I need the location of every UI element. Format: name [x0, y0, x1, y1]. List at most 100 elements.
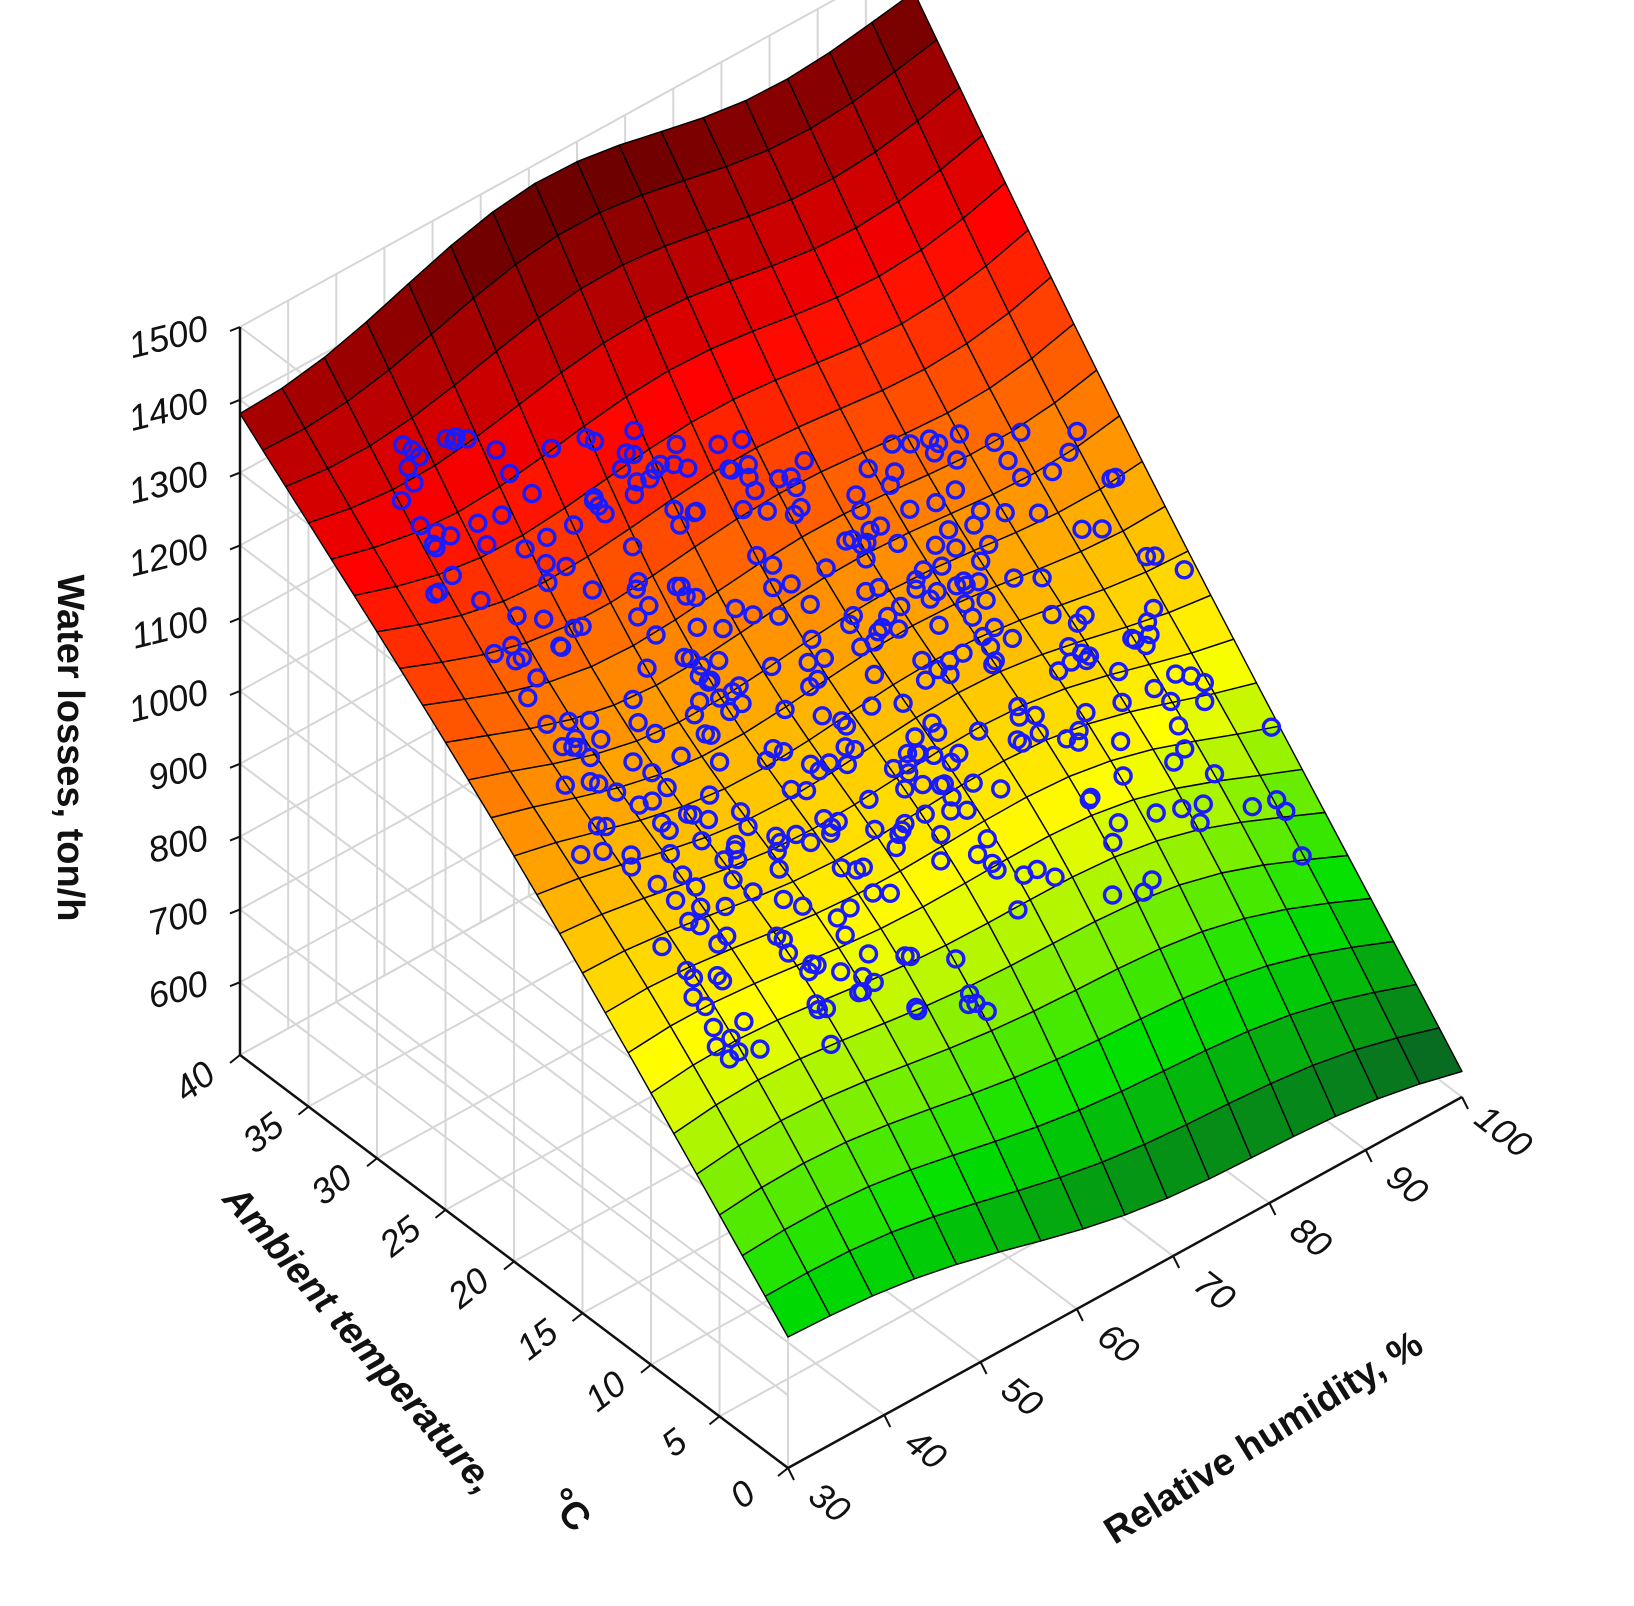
observation-point [864, 664, 885, 685]
observation-point [971, 551, 991, 571]
observation-point [995, 503, 1015, 523]
observation-point [895, 813, 915, 834]
observation-point [1164, 752, 1184, 772]
observation-point [410, 516, 430, 536]
observation-point [745, 480, 765, 501]
observation-point [1081, 787, 1101, 808]
observation-point [1067, 613, 1088, 633]
observation-point [906, 579, 926, 599]
observation-point [786, 477, 806, 498]
observation-point [895, 779, 915, 799]
observation-point [802, 629, 822, 649]
x-tick-mark [1461, 1096, 1469, 1110]
observation-point [689, 666, 710, 686]
observation-point [446, 427, 466, 447]
observation-point [555, 775, 575, 795]
y-tick-mark [640, 1363, 652, 1374]
observation-point [770, 832, 790, 853]
observation-point [1266, 790, 1287, 810]
z-tick-mark [229, 981, 241, 988]
observation-point [861, 696, 882, 716]
observation-point [773, 889, 794, 910]
observation-point [657, 777, 677, 798]
observation-point [701, 725, 721, 745]
observation-point [747, 546, 767, 566]
observation-point [629, 795, 649, 815]
observation-point [1174, 739, 1195, 759]
observation-point [966, 993, 986, 1013]
observation-point [518, 688, 538, 708]
observation-point [920, 589, 940, 609]
observation-point [564, 618, 584, 639]
observation-point [1112, 692, 1132, 713]
observation-point [698, 809, 719, 830]
observation-point [713, 618, 733, 639]
observation-point [870, 516, 891, 536]
observation-point [762, 555, 783, 575]
observation-point [1261, 717, 1282, 737]
observation-point [1190, 813, 1210, 833]
observation-point [471, 590, 491, 611]
observation-point [750, 1039, 770, 1059]
observation-point [621, 857, 642, 877]
observation-point [624, 420, 644, 441]
observation-point [998, 450, 1018, 471]
observation-point [1009, 707, 1029, 727]
observation-point [865, 819, 885, 840]
observation-point [665, 890, 686, 911]
observation-point [1145, 546, 1165, 566]
observation-point [806, 994, 826, 1014]
observation-point [1002, 628, 1023, 649]
observation-point [814, 648, 834, 668]
y-tick-mark [297, 1105, 310, 1116]
observation-point [556, 556, 576, 577]
z-tick-label: 800 [144, 817, 212, 871]
observation-point [1008, 696, 1028, 717]
observation-point [515, 539, 535, 559]
observation-point [660, 844, 680, 864]
x-tick-label: 90 [1379, 1156, 1436, 1213]
observation-point [659, 820, 679, 841]
left-wall-gridline [239, 835, 789, 1251]
x-tick-label: 60 [1090, 1315, 1147, 1372]
observation-point [645, 723, 666, 744]
observation-point [646, 625, 666, 645]
observation-point [477, 535, 497, 555]
x-tick-mark [1268, 1202, 1277, 1216]
observation-point [572, 616, 592, 636]
x-tick-mark [1172, 1255, 1181, 1269]
observation-point [968, 721, 989, 741]
z-tick-mark [229, 471, 241, 478]
observation-point [492, 505, 512, 525]
observation-point [734, 1011, 754, 1032]
observation-point [1068, 732, 1089, 752]
observation-point [743, 882, 763, 902]
observation-point [719, 459, 739, 479]
observation-point [781, 467, 801, 487]
observation-point [1137, 612, 1158, 632]
observation-point [1172, 798, 1192, 819]
observation-point [859, 789, 879, 810]
observation-point [580, 772, 600, 792]
observation-point [757, 501, 777, 521]
observation-point [484, 643, 504, 664]
observation-point [1007, 730, 1027, 750]
observation-point [941, 801, 961, 821]
y-tick-label: 40 [166, 1053, 223, 1110]
observation-point [915, 804, 935, 824]
observation-point [642, 763, 662, 783]
observation-point [712, 971, 733, 991]
observation-point [1168, 716, 1189, 736]
observation-point [778, 943, 799, 963]
observation-point [987, 860, 1007, 880]
observation-point [1012, 467, 1032, 488]
observation-point [991, 779, 1011, 799]
observation-point [692, 831, 712, 851]
observation-point [781, 574, 801, 594]
observation-point [1042, 604, 1062, 625]
observation-point [761, 656, 782, 677]
observation-point [925, 535, 946, 555]
y-tick-label: 25 [371, 1207, 429, 1265]
observation-point [938, 520, 959, 540]
y-tick-mark [434, 1209, 447, 1219]
